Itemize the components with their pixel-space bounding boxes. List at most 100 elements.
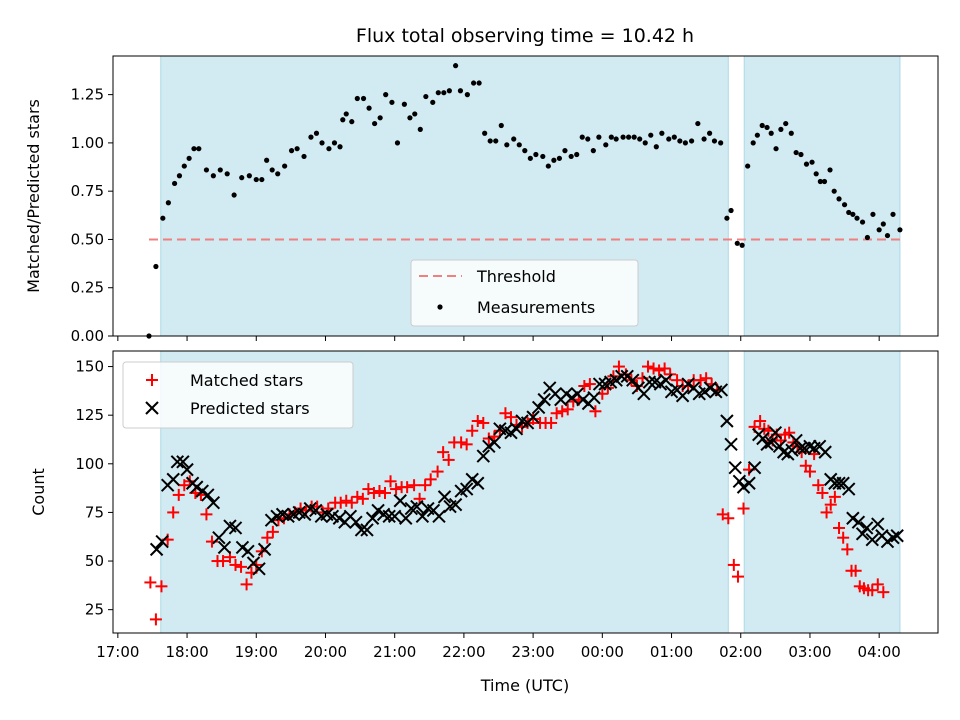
- predicted-star-point: [880, 534, 895, 549]
- matched-stars-points: [144, 360, 890, 626]
- measurement-point: [846, 209, 852, 216]
- matched-star-point: [401, 481, 414, 494]
- predicted-star-point: [487, 435, 502, 450]
- measurement-point: [724, 215, 730, 221]
- measurement-point: [153, 263, 159, 270]
- matched-star-point: [144, 576, 157, 589]
- top-y-tick-label: 0.50: [71, 230, 104, 248]
- measurement-point: [269, 167, 275, 173]
- measurement-point: [745, 163, 751, 169]
- matched-star-point: [261, 531, 274, 544]
- matched-star-point: [408, 479, 421, 492]
- measurement-point: [574, 151, 580, 158]
- predicted-star-point: [587, 390, 601, 405]
- predicted-star-point: [537, 392, 551, 407]
- measurement-point: [275, 171, 281, 177]
- bottom-y-tick-label: 75: [85, 503, 104, 521]
- measurement-point: [764, 124, 770, 131]
- measurement-point: [734, 240, 740, 246]
- measurement-point: [701, 136, 707, 142]
- predicted-star-point: [393, 494, 407, 508]
- measurement-point: [313, 130, 320, 136]
- measurement-point: [372, 120, 378, 127]
- measurement-point: [841, 202, 848, 208]
- predicted-star-point: [349, 515, 363, 529]
- measurement-point: [301, 153, 307, 160]
- matched-star-point: [455, 436, 468, 449]
- predicted-star-point: [149, 542, 164, 557]
- matched-star-point: [583, 378, 596, 391]
- matched-star-point: [266, 525, 279, 538]
- bottom-axes-frame: [112, 350, 939, 634]
- predicted-star-point: [592, 377, 607, 391]
- top-y-tick-label: 0.00: [71, 327, 104, 345]
- x-tick-label: 02:00: [719, 643, 762, 661]
- predicted-star-point: [720, 414, 734, 428]
- x-tick-label: 03:00: [788, 643, 831, 661]
- measurement-point: [682, 140, 688, 146]
- matched-star-point: [482, 432, 495, 445]
- matched-star-point: [824, 498, 837, 511]
- predicted-star-point: [432, 509, 446, 524]
- predicted-star-point: [360, 523, 374, 537]
- matched-star-point: [833, 521, 846, 534]
- measurement-point: [677, 138, 683, 144]
- x-tick-label: 21:00: [373, 643, 416, 661]
- predicted-star-point: [504, 425, 518, 440]
- shaded-interval: [743, 55, 901, 337]
- measurement-point: [464, 92, 470, 98]
- measurement-point: [482, 130, 488, 136]
- measurement-point: [579, 134, 585, 140]
- predicted-star-point: [465, 472, 479, 487]
- matched-star-point: [671, 374, 684, 387]
- bottom-y-axis-label: Count: [29, 468, 48, 516]
- measurement-point: [788, 130, 794, 136]
- measurement-point: [457, 88, 464, 94]
- measurement-point: [217, 167, 223, 173]
- predicted-stars-points: [149, 369, 904, 576]
- measurement-point: [282, 163, 288, 169]
- measurement-point: [340, 117, 346, 123]
- predicted-star-point: [637, 387, 651, 401]
- matched-star-point: [783, 426, 796, 439]
- measurement-point: [239, 175, 245, 181]
- predicted-star-point: [241, 544, 255, 559]
- matched-star-point: [545, 416, 558, 429]
- predicted-star-point: [846, 511, 860, 525]
- matched-star-point: [367, 486, 380, 499]
- top-y-tick-label: 0.25: [71, 279, 104, 297]
- matched-star-point: [812, 479, 825, 492]
- predicted-star-point: [228, 521, 243, 535]
- predicted-star-point: [747, 460, 762, 475]
- predicted-star-point: [235, 540, 250, 555]
- predicted-star-point: [180, 462, 194, 477]
- predicted-star-point: [659, 373, 673, 387]
- matched-star-point: [877, 586, 890, 599]
- predicted-star-point: [195, 484, 209, 498]
- predicted-star-point: [415, 509, 430, 524]
- measurement-point: [798, 151, 804, 158]
- predicted-star-point: [155, 534, 169, 549]
- predicted-star-point: [860, 521, 874, 535]
- predicted-star-point: [476, 449, 490, 463]
- x-tick-label: 00:00: [581, 643, 624, 661]
- matched-star-point: [419, 479, 432, 492]
- bottom-x-ticks: 17:00 18:00 19:00 20:00 21:00 22:00 23:00 00:00…: [96, 633, 901, 661]
- matched-star-point: [431, 465, 444, 478]
- predicted-star-point: [332, 511, 347, 525]
- measurement-point: [326, 146, 332, 152]
- measurement-point: [294, 146, 300, 152]
- measurement-point: [493, 138, 499, 144]
- measurement-point: [739, 242, 745, 248]
- matched-star-point: [390, 483, 403, 496]
- measurement-point: [412, 111, 418, 117]
- predicted-star-point: [842, 482, 856, 496]
- matched-star-point: [849, 564, 862, 577]
- predicted-star-point: [382, 509, 396, 524]
- measurement-point: [259, 176, 265, 183]
- measurement-point: [203, 167, 210, 173]
- x-tick-label: 18:00: [165, 643, 208, 661]
- matched-star-point: [803, 465, 816, 478]
- matched-star-point: [642, 360, 655, 373]
